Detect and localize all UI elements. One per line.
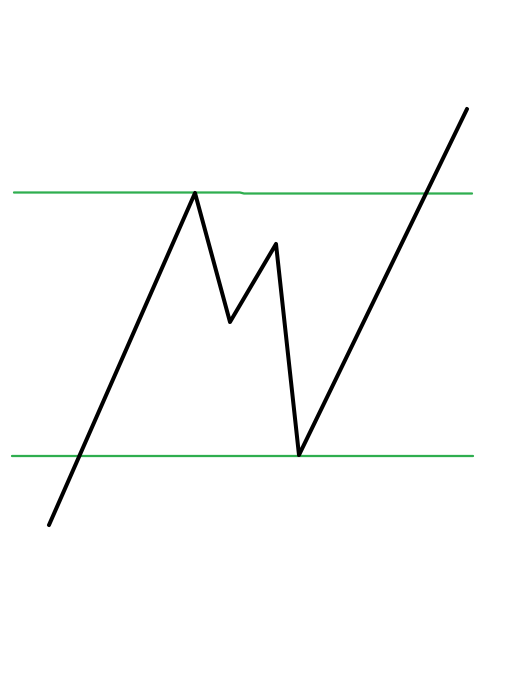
resistance-line [12, 191, 474, 195]
price-path-line [47, 107, 469, 527]
